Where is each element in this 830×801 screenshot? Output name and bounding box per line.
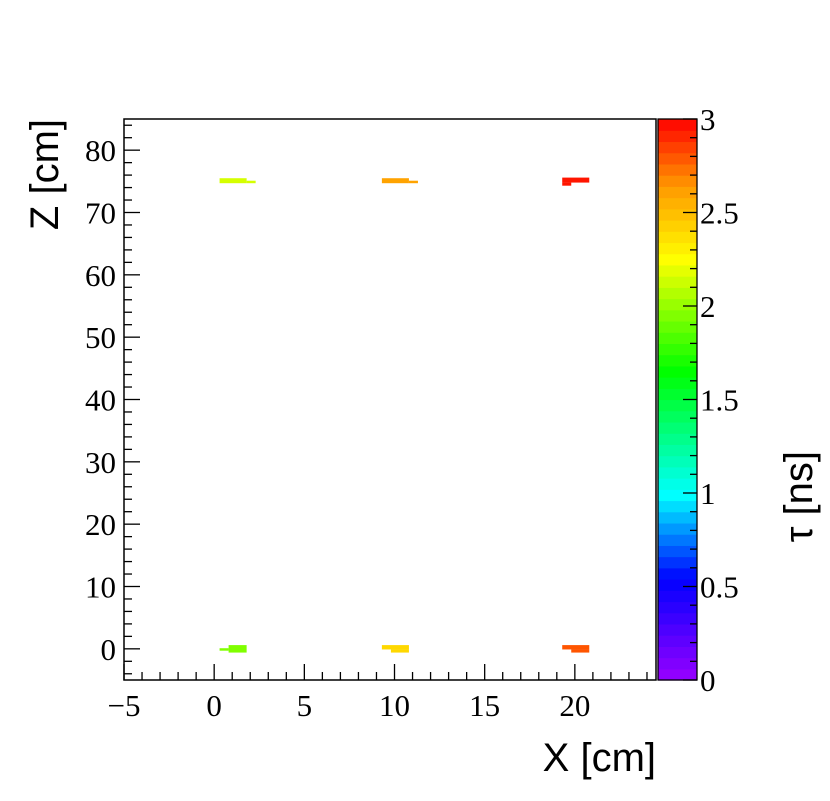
x-tick-label: 0: [206, 688, 222, 723]
z-tick-label: 3: [700, 102, 716, 137]
palette-band: [658, 410, 697, 423]
palette-band: [658, 119, 697, 131]
x-tick-label: 5: [297, 688, 313, 723]
heatmap-cell: [571, 649, 590, 653]
palette-band: [658, 545, 697, 558]
heatmap-cell: [219, 178, 247, 184]
palette-band: [658, 231, 697, 244]
x-tick-label: 20: [559, 688, 590, 723]
x-tick-label: 15: [469, 688, 500, 723]
y-axis-title: Z [cm]: [23, 119, 67, 230]
palette-band: [658, 276, 697, 288]
heatmap-cell: [390, 649, 409, 653]
heatmap-cell: [381, 645, 409, 650]
palette-band: [658, 152, 697, 165]
palette-band: [658, 511, 697, 524]
y-axis: 0 10 20 30 40 50 60 70 80: [85, 124, 140, 675]
palette-band: [658, 298, 697, 311]
palette-band: [658, 343, 697, 356]
palette-band: [658, 433, 697, 445]
palette-band: [658, 500, 697, 513]
z-tick-label: 0.5: [700, 570, 739, 605]
palette-band: [658, 478, 697, 490]
palette-band: [658, 130, 697, 143]
palette-band: [658, 377, 697, 389]
z-tick-label: 2: [700, 289, 716, 324]
x-tick-label: −5: [108, 688, 141, 723]
palette-band: [658, 612, 697, 625]
y-tick-label: 70: [85, 196, 116, 231]
palette-band: [658, 455, 697, 468]
palette-band: [658, 534, 697, 546]
palette-band: [658, 332, 697, 344]
palette-band: [658, 601, 697, 614]
palette-band: [658, 309, 697, 322]
x-axis: −5 0 5 10 15 20: [108, 664, 648, 723]
heatmap-cell: [562, 177, 590, 183]
heatmap-cells: [219, 177, 590, 653]
palette-band: [658, 141, 697, 154]
color-palette: [657, 118, 698, 681]
palette-band: [658, 208, 697, 221]
palette-band: [658, 399, 697, 412]
palette-band: [658, 186, 697, 199]
palette-band: [658, 365, 697, 378]
y-tick-label: 60: [85, 258, 116, 293]
palette-band: [658, 264, 697, 277]
palette-band: [658, 657, 697, 670]
palette-band: [658, 646, 697, 659]
y-tick-label: 0: [101, 632, 117, 667]
palette-band: [658, 197, 697, 210]
heatmap-cell: [562, 645, 590, 650]
heatmap-cell: [381, 178, 409, 184]
z-tick-label: 2.5: [700, 196, 739, 231]
palette-band: [658, 421, 697, 434]
y-tick-label: 20: [85, 507, 116, 542]
y-tick-label: 50: [85, 320, 116, 355]
palette-band: [658, 590, 697, 603]
y-tick-label: 10: [85, 570, 116, 605]
heatmap-cell: [246, 180, 256, 184]
heatmap-cell: [228, 645, 247, 653]
palette-band: [658, 579, 697, 591]
z-tick-label: 1.5: [700, 383, 739, 418]
heatmap-cell: [219, 648, 229, 651]
palette-band: [658, 388, 697, 401]
palette-band: [658, 444, 697, 457]
heatmap-cell: [562, 182, 572, 186]
y-tick-label: 80: [85, 133, 116, 168]
palette-band: [658, 567, 697, 580]
z-tick-label: 1: [700, 476, 716, 511]
color-axis: 0 0.5 1 1.5 2 2.5 3: [683, 102, 739, 698]
palette-band: [658, 287, 697, 300]
palette-band: [658, 219, 697, 232]
palette-band: [658, 163, 697, 176]
heatmap-cell: [408, 180, 418, 184]
palette-band: [658, 668, 697, 681]
palette-band: [658, 242, 697, 255]
palette-band: [658, 556, 697, 569]
x-axis-title: X [cm]: [543, 736, 656, 780]
color-axis-title: τ [ns]: [777, 451, 821, 542]
palette-band: [658, 354, 697, 367]
y-tick-label: 40: [85, 383, 116, 418]
palette-band: [658, 175, 697, 187]
palette-band: [658, 320, 697, 333]
palette-band: [658, 522, 697, 535]
palette-band: [658, 489, 697, 502]
z-tick-label: 0: [700, 663, 716, 698]
plot-frame: [123, 118, 657, 681]
y-tick-label: 30: [85, 445, 116, 480]
palette-band: [658, 253, 697, 266]
palette-band: [658, 635, 697, 647]
palette-band: [658, 623, 697, 636]
x-tick-label: 10: [379, 688, 410, 723]
palette-band: [658, 466, 697, 479]
